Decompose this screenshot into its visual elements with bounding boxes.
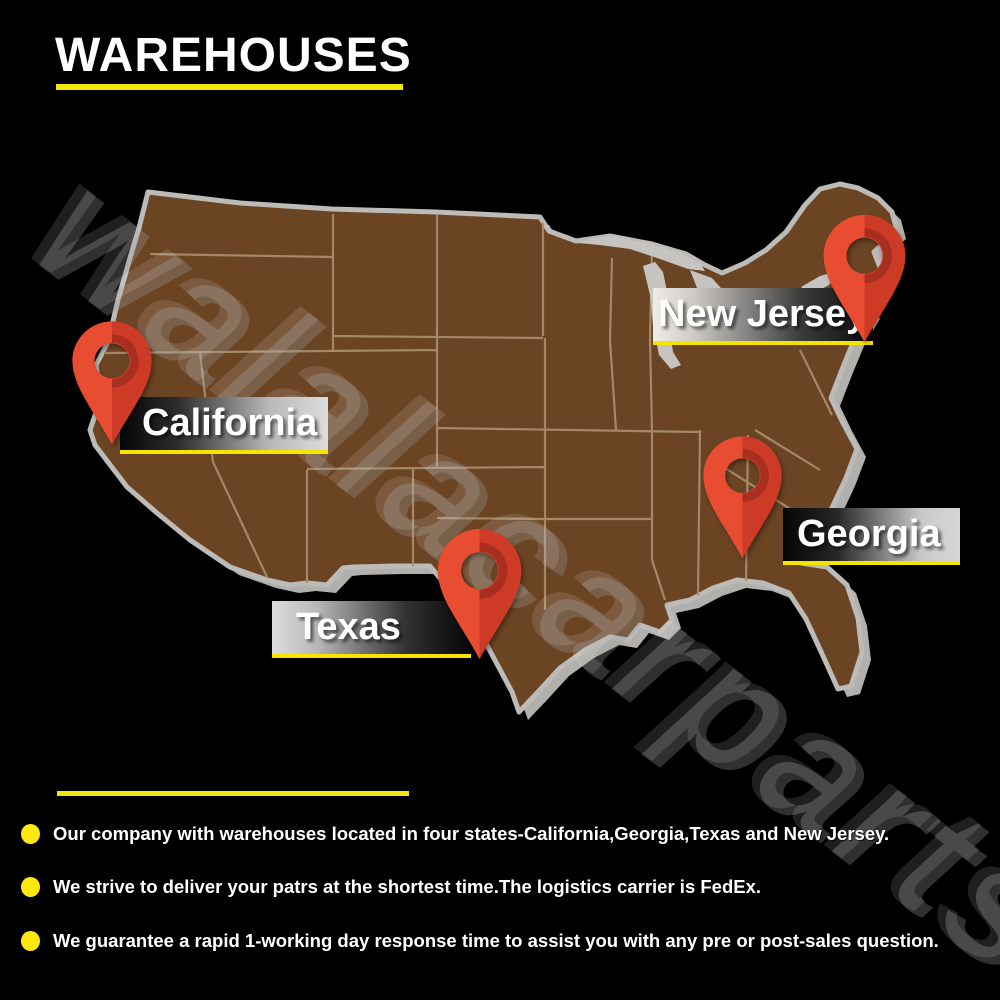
footer-divider bbox=[57, 791, 409, 796]
map-pin-texas-icon bbox=[431, 525, 528, 663]
location-label-california-text: California bbox=[142, 402, 318, 444]
bullet-dot-icon bbox=[21, 931, 40, 951]
bullet-text-1: Our company with warehouses located in f… bbox=[53, 823, 890, 844]
map-pin-california-icon bbox=[66, 314, 158, 452]
location-label-california: California bbox=[120, 397, 328, 454]
bullet-text-3: We guarantee a rapid 1-working day respo… bbox=[53, 930, 939, 951]
location-label-georgia-text: Georgia bbox=[797, 513, 941, 555]
bullet-text-2: We strive to deliver your patrs at the s… bbox=[53, 876, 762, 897]
location-label-texas-text: Texas bbox=[296, 606, 401, 648]
bullet-dot-icon bbox=[21, 877, 40, 897]
map-pin-new-jersey-icon bbox=[817, 209, 912, 348]
state-borders bbox=[103, 214, 833, 610]
location-label-new-jersey-text: New Jersey bbox=[658, 293, 868, 335]
location-label-georgia: Georgia bbox=[783, 508, 960, 565]
bullet-item-1: Our company with warehouses located in f… bbox=[21, 821, 889, 847]
page-title: WAREHOUSES bbox=[55, 29, 412, 82]
bullet-item-3: We guarantee a rapid 1-working day respo… bbox=[21, 928, 939, 954]
location-label-new-jersey: New Jersey bbox=[653, 288, 873, 345]
bullet-dot-icon bbox=[21, 824, 40, 844]
title-underline-decoration bbox=[56, 84, 403, 90]
map-pin-georgia-icon bbox=[697, 431, 788, 564]
bullet-item-2: We strive to deliver your patrs at the s… bbox=[21, 874, 761, 900]
location-label-texas: Texas bbox=[272, 601, 471, 658]
